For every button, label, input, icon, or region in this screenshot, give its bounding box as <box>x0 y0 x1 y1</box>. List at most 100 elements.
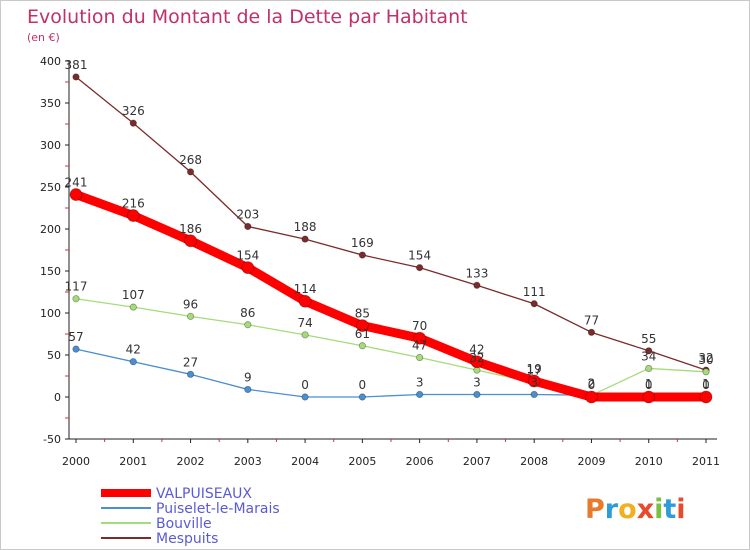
data-point-valpuiseaux <box>413 331 427 345</box>
y-tick-label: -50 <box>43 433 61 446</box>
data-label-bouville: 47 <box>412 339 427 353</box>
data-label-bouville: 32 <box>469 351 484 365</box>
logo-letter: i <box>676 494 685 525</box>
data-label-valpuiseaux: 0 <box>645 378 653 392</box>
data-point-mespuits <box>244 222 252 231</box>
logo-letter: P <box>585 494 605 525</box>
data-point-bouville <box>72 295 80 303</box>
x-tick-label: 2010 <box>635 455 663 468</box>
data-label-bouville: 74 <box>297 316 312 330</box>
y-tick-label: 350 <box>40 97 61 110</box>
legend: VALPUISEAUXPuiselet-le-MaraisBouvilleMes… <box>101 486 280 547</box>
data-label-bouville: 86 <box>240 306 255 320</box>
proxiti-logo: Proxiti <box>585 494 686 525</box>
data-point-valpuiseaux <box>126 209 140 222</box>
data-point-bouville <box>358 342 366 350</box>
data-point-mespuits <box>72 73 80 81</box>
data-label-mespuits: 55 <box>641 332 656 346</box>
data-label-bouville: 107 <box>122 288 145 302</box>
data-point-mespuits <box>530 300 538 308</box>
data-point-bouville <box>244 321 252 329</box>
data-point-mespuits <box>473 281 481 289</box>
data-label-puiselet-le-marais: 3 <box>416 375 424 389</box>
data-label-bouville: 30 <box>698 353 713 367</box>
logo-letter: i <box>654 494 663 525</box>
data-label-puiselet-le-marais: 0 <box>301 378 309 392</box>
data-label-bouville: 34 <box>641 349 656 363</box>
legend-label: Mespuits <box>156 531 218 547</box>
data-point-mespuits <box>301 235 309 243</box>
logo-letter: t <box>663 494 676 525</box>
data-point-puiselet-le-marais <box>186 370 195 378</box>
data-label-valpuiseaux: 114 <box>294 282 317 296</box>
y-tick-label: 200 <box>40 223 61 236</box>
series-line-bouville <box>75 298 707 396</box>
data-label-puiselet-le-marais: 9 <box>244 370 252 384</box>
data-point-mespuits <box>129 119 137 127</box>
logo-letter: o <box>618 494 637 525</box>
data-point-puiselet-le-marais <box>416 390 424 399</box>
data-label-bouville: 117 <box>65 280 88 294</box>
data-labels-layer: 3813262682031881691541331117755321171079… <box>65 58 714 392</box>
y-tick-label: 150 <box>40 265 61 278</box>
data-point-valpuiseaux <box>585 390 598 404</box>
data-label-puiselet-le-marais: 42 <box>126 343 141 357</box>
x-tick-label: 2004 <box>291 455 319 468</box>
data-label-valpuiseaux: 0 <box>702 378 710 392</box>
data-point-puiselet-le-marais <box>473 390 481 399</box>
data-label-puiselet-le-marais: 3 <box>530 375 538 389</box>
x-tick-label: 2002 <box>177 455 205 468</box>
data-point-valpuiseaux <box>699 390 713 404</box>
chart-subtitle: (en €) <box>27 31 60 44</box>
data-label-valpuiseaux: 85 <box>355 307 370 321</box>
data-label-valpuiseaux: 154 <box>236 249 259 263</box>
data-point-valpuiseaux <box>69 188 83 201</box>
x-tick-label: 2003 <box>234 455 262 468</box>
data-point-bouville <box>129 303 137 311</box>
y-tick-label: 0 <box>54 391 61 404</box>
x-tick-label: 2006 <box>406 455 434 468</box>
data-point-bouville <box>702 368 710 376</box>
data-label-mespuits: 32 <box>698 351 713 365</box>
data-point-puiselet-le-marais <box>244 385 252 394</box>
data-label-bouville: 96 <box>183 297 198 311</box>
x-tick-label: 2009 <box>577 455 605 468</box>
data-label-mespuits: 77 <box>584 313 599 327</box>
series-line-puiselet-le-marais <box>75 348 707 398</box>
data-label-valpuiseaux: 0 <box>588 378 596 392</box>
data-point-valpuiseaux <box>470 355 484 369</box>
data-point-bouville <box>645 364 653 373</box>
data-label-mespuits: 381 <box>65 58 88 72</box>
data-label-puiselet-le-marais: 57 <box>68 330 83 344</box>
data-point-mespuits <box>645 347 653 355</box>
data-label-puiselet-le-marais: 1 <box>645 377 653 391</box>
y-tick-label: 300 <box>40 139 61 152</box>
data-label-valpuiseaux: 241 <box>65 176 88 190</box>
data-label-mespuits: 268 <box>179 153 202 167</box>
logo-text: Proxiti <box>585 494 686 525</box>
x-tick-label: 2000 <box>62 455 90 468</box>
data-point-bouville <box>416 353 424 362</box>
data-point-puiselet-le-marais <box>129 358 137 366</box>
data-label-mespuits: 133 <box>465 266 488 280</box>
data-point-valpuiseaux <box>298 294 312 308</box>
data-point-valpuiseaux <box>527 374 541 388</box>
data-point-puiselet-le-marais <box>530 390 538 399</box>
data-label-puiselet-le-marais: 0 <box>359 378 367 392</box>
series-line-mespuits <box>75 76 707 371</box>
data-point-puiselet-le-marais <box>358 393 366 401</box>
x-tick-label: 2007 <box>463 455 491 468</box>
data-point-puiselet-le-marais <box>301 393 309 401</box>
series-layer <box>69 73 713 404</box>
y-tick-label: 250 <box>40 181 61 194</box>
data-label-mespuits: 169 <box>351 236 374 250</box>
data-label-puiselet-le-marais: 1 <box>702 377 710 391</box>
data-point-bouville <box>301 331 309 339</box>
legend-label: VALPUISEAUX <box>156 486 252 502</box>
data-label-mespuits: 326 <box>122 104 145 118</box>
data-label-valpuiseaux: 216 <box>122 197 145 211</box>
data-label-bouville: 17 <box>527 364 542 378</box>
data-label-valpuiseaux: 186 <box>179 222 202 236</box>
